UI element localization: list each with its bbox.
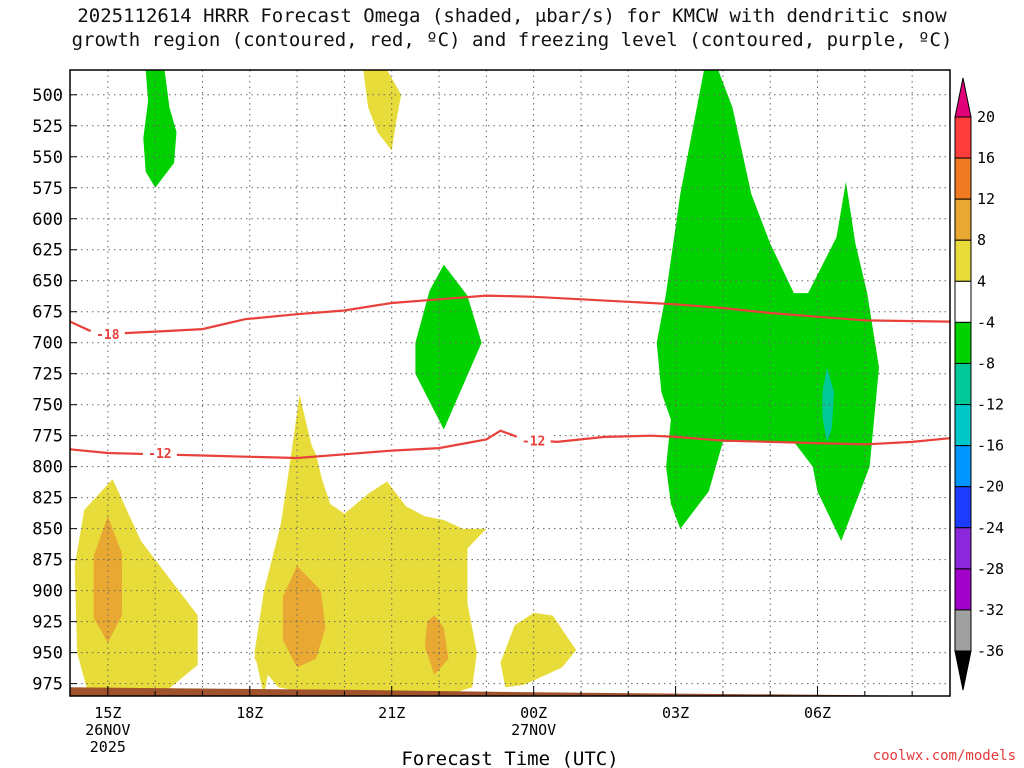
colorbar-label: 8 xyxy=(977,231,986,249)
contour-label-bg-0 xyxy=(90,326,125,342)
colorbar-label: 20 xyxy=(977,108,995,126)
colorbar-segment-0 xyxy=(954,116,972,159)
x-tick-label: 15Z xyxy=(94,704,121,722)
omega-region-6 xyxy=(282,565,326,668)
contour-label-bg-1 xyxy=(142,445,177,461)
colorbar-label: 12 xyxy=(977,190,995,208)
colorbar-label: -4 xyxy=(977,313,995,331)
colorbar-label: -20 xyxy=(977,478,1004,496)
y-tick-label: 925 xyxy=(32,613,63,633)
colorbar-segment-12 xyxy=(954,609,972,652)
y-tick-label: 550 xyxy=(32,148,63,168)
x-tick-label: 21Z xyxy=(378,704,405,722)
y-tick-label: 975 xyxy=(32,675,63,695)
colorbar-arrow-top xyxy=(954,77,972,118)
contour-label-bg-2 xyxy=(516,432,551,448)
colorbar-label: -28 xyxy=(977,560,1004,578)
y-tick-label: 600 xyxy=(32,210,63,230)
omega-region-10 xyxy=(656,70,879,541)
colorbar-segment-9 xyxy=(954,486,972,529)
dgz-contour-1 xyxy=(70,429,950,460)
x-tick-label: 27NOV xyxy=(511,721,556,739)
omega-region-11 xyxy=(822,367,835,442)
y-tick-label: 800 xyxy=(32,458,63,478)
colorbar-segment-8 xyxy=(954,445,972,488)
y-tick-label: 875 xyxy=(32,551,63,571)
colorbar-label: 16 xyxy=(977,149,995,167)
y-tick-label: 725 xyxy=(32,365,63,385)
y-tick-label: 575 xyxy=(32,179,63,199)
y-tick-label: 625 xyxy=(32,241,63,261)
contour-label-2: -12 xyxy=(522,435,545,450)
omega-region-9 xyxy=(415,264,482,430)
chart-title: 2025112614 HRRR Forecast Omega (shaded, … xyxy=(0,4,1024,52)
omega-region-7 xyxy=(424,615,449,675)
colorbar-label: -8 xyxy=(977,354,995,372)
x-axis-title: Forecast Time (UTC) xyxy=(401,748,618,768)
dgz-contour-0 xyxy=(70,294,950,336)
colorbar-segment-6 xyxy=(954,362,972,406)
colorbar-label: 4 xyxy=(977,272,986,290)
plot-area: -18 -12 -12 xyxy=(70,70,950,696)
title-line-1: 2025112614 HRRR Forecast Omega (shaded, … xyxy=(77,5,947,27)
colorbar-label: -12 xyxy=(977,396,1004,414)
colorbar-label: -16 xyxy=(977,437,1004,455)
plot-frame xyxy=(69,69,951,697)
y-tick-label: 500 xyxy=(32,86,63,106)
y-tick-label: 525 xyxy=(32,117,63,137)
colorbar-label: -32 xyxy=(977,601,1004,619)
x-tick-label: 18Z xyxy=(236,704,263,722)
colorbar-segment-7 xyxy=(954,404,972,447)
y-tick-label: 850 xyxy=(32,520,63,540)
y-tick-label: 650 xyxy=(32,272,63,292)
x-tick-label: 06Z xyxy=(804,704,831,722)
colorbar-segment-3 xyxy=(954,239,972,282)
y-tick-label: 675 xyxy=(32,303,63,323)
omega-region-8 xyxy=(143,70,177,188)
colorbar-segment-10 xyxy=(954,527,972,570)
colorbar-label: -36 xyxy=(977,642,1004,660)
y-tick-label: 700 xyxy=(32,334,63,354)
colorbar-segment-11 xyxy=(954,568,972,611)
credit-label[interactable]: coolwx.com/models xyxy=(872,748,1016,764)
y-tick-label: 950 xyxy=(32,644,63,664)
contour-label-0: -18 xyxy=(96,328,120,343)
colorbar-segment-4 xyxy=(954,280,972,323)
x-tick-label: 26NOV xyxy=(85,721,130,739)
colorbar-label: -24 xyxy=(977,519,1004,537)
omega-region-3 xyxy=(500,612,577,688)
y-tick-label: 750 xyxy=(32,396,63,416)
colorbar-arrow-bottom xyxy=(954,650,972,691)
x-tick-label: 03Z xyxy=(662,704,689,722)
omega-region-5 xyxy=(93,516,122,643)
y-tick-label: 775 xyxy=(32,427,63,447)
colorbar-segment-5 xyxy=(954,321,972,364)
title-line-2: growth region (contoured, red, ºC) and f… xyxy=(71,29,953,51)
y-tick-label: 825 xyxy=(32,489,63,509)
colorbar-segment-1 xyxy=(954,157,972,200)
x-tick-label: 00Z xyxy=(520,704,547,722)
omega-region-4 xyxy=(363,70,402,151)
colorbar-segment-2 xyxy=(954,198,972,241)
x-tick-label: 2025 xyxy=(90,738,126,756)
y-tick-label: 900 xyxy=(32,582,63,602)
terrain-fill xyxy=(70,687,950,696)
contour-label-1: -12 xyxy=(148,447,171,462)
